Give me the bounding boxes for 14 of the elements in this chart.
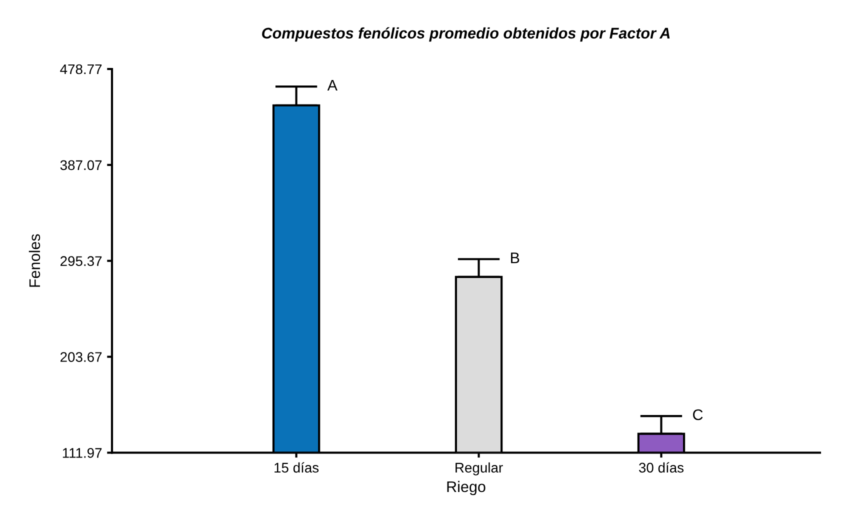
y-tick-label: 111.97 xyxy=(62,448,102,458)
x-tick-label: 30 días xyxy=(639,462,684,473)
x-axis-title: Riego xyxy=(447,480,486,496)
y-axis-title: Fenoles xyxy=(28,234,40,287)
annotation: A xyxy=(327,80,338,90)
y-tick-label: 387.07 xyxy=(60,160,102,170)
x-tick-label: Regular xyxy=(456,462,503,476)
chart-title: Compuestos fenólicos promedio obtenidos por Factor A xyxy=(262,27,670,42)
annotation: C xyxy=(693,409,703,420)
y-tick-label: 478.77 xyxy=(60,64,102,74)
y-tick-label: 295.37 xyxy=(60,256,102,266)
y-tick-label: 203.67 xyxy=(60,352,102,362)
annotation: B xyxy=(511,252,520,264)
x-tick-label: 15 días xyxy=(274,462,319,473)
